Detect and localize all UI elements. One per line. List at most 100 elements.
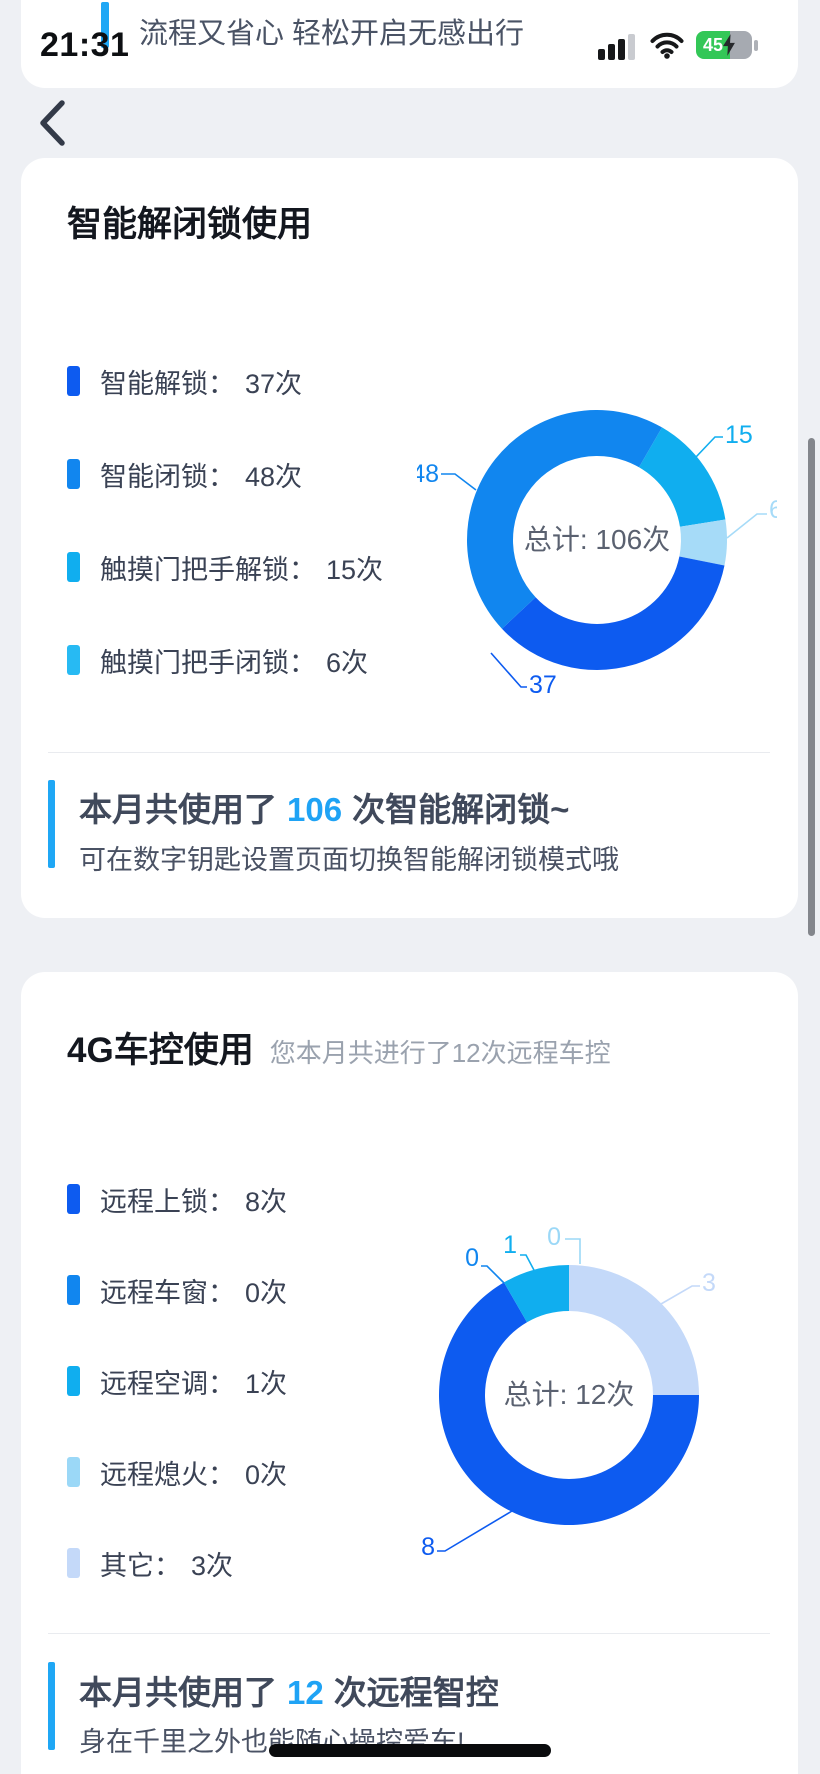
remote-control-usage-card: 4G车控使用 您本月共进行了12次远程车控 远程上锁： 8次 远程车窗： 0次 远程空调… (21, 972, 798, 1774)
summary-suffix: 次智能解闭锁~ (352, 791, 570, 828)
legend-count: 15次 (326, 554, 384, 585)
legend-label: 触摸门把手解锁： (100, 554, 316, 585)
charging-bolt-icon (723, 34, 735, 56)
legend-marker (67, 1548, 80, 1578)
slice-value-label-智能闭锁: 48 (417, 460, 439, 488)
legend-marker (67, 459, 80, 489)
legend-count: 0次 (245, 1277, 288, 1308)
legend-item: 远程熄火： 0次 (67, 1453, 287, 1491)
label-leader-line (520, 1254, 536, 1273)
donut1-center-label: 总计: 106次 (524, 524, 670, 555)
legend-item: 远程空调： 1次 (67, 1362, 287, 1400)
card2-summary-accent-bar (48, 1662, 55, 1750)
legend-label: 远程车窗： (100, 1277, 235, 1308)
legend-marker (67, 1366, 80, 1396)
battery-icon: 45 (696, 31, 758, 59)
slice-value-label-远程熄火: 0 (547, 1223, 561, 1251)
legend-label: 触摸门把手闭锁： (100, 647, 316, 678)
card1-summary-title: 本月共使用了 106 次智能解闭锁~ (79, 783, 569, 831)
legend-count: 48次 (245, 461, 303, 492)
legend-label: 其它： (100, 1550, 181, 1581)
legend-marker (67, 366, 80, 396)
legend-item: 智能解锁： 37次 (67, 362, 383, 400)
card2-summary-title: 本月共使用了 12 次远程智控 (79, 1666, 499, 1714)
legend-marker (67, 1457, 80, 1487)
wifi-icon (650, 32, 684, 59)
label-leader-line (437, 1510, 513, 1552)
donut-slice-远程空调 (504, 1265, 569, 1323)
card1-summary-accent-bar (48, 780, 55, 868)
donut-slice-触摸门把手闭锁 (679, 519, 727, 566)
card2-legend: 远程上锁： 8次 远程车窗： 0次 远程空调： 1次 远程熄火： 0次 其它： 3次 (67, 1180, 287, 1582)
donut2-center-label: 总计: 12次 (504, 1379, 635, 1410)
summary-prefix: 本月共使用了 (79, 1674, 277, 1711)
card1-summary-note: 可在数字钥匙设置页面切换智能解闭锁模式哦 (79, 845, 619, 875)
legend-count: 3次 (191, 1550, 234, 1581)
legend-item: 触摸门把手解锁： 15次 (67, 548, 383, 586)
donut-slice-触摸门把手解锁 (639, 427, 726, 527)
label-leader-line (441, 473, 477, 491)
banner-accent-bar (101, 2, 109, 48)
legend-count: 1次 (245, 1368, 288, 1399)
legend-item: 智能闭锁： 48次 (67, 455, 383, 493)
card2-divider (48, 1633, 770, 1634)
slice-value-label-远程车窗: 0 (465, 1244, 479, 1272)
legend-item: 触摸门把手闭锁： 6次 (67, 641, 383, 679)
chevron-left-icon (40, 100, 65, 146)
summary-highlight: 12 (287, 1674, 324, 1711)
legend-count: 37次 (245, 368, 303, 399)
label-leader-line (726, 513, 767, 539)
slice-value-label-智能解锁: 37 (529, 671, 557, 699)
summary-highlight: 106 (287, 791, 343, 828)
banner-text: 流程又省心 轻松开启无感出行 (139, 18, 525, 50)
legend-count: 0次 (245, 1459, 288, 1490)
home-indicator[interactable] (269, 1744, 551, 1757)
donut-slice-其它 (569, 1265, 699, 1395)
label-leader-line (565, 1238, 581, 1264)
legend-marker (67, 1184, 80, 1214)
card1-legend: 智能解锁： 37次智能闭锁： 48次触摸门把手解锁： 15次触摸门把手闭锁： 6次 (67, 362, 383, 679)
remote-control-donut-chart: 0 1 038 总计: 12次 (421, 1223, 716, 1561)
legend-marker (67, 645, 80, 675)
status-icons: 45 (598, 30, 758, 60)
status-time: 21:31 (40, 26, 130, 64)
summary-prefix: 本月共使用了 (79, 791, 277, 828)
donut-slice-远程上锁 (439, 1282, 699, 1525)
label-leader-line (660, 1285, 700, 1305)
battery-cap (754, 40, 758, 51)
card2-title-row: 4G车控使用 您本月共进行了12次远程车控 (67, 1022, 611, 1073)
donut-slice-智能解锁 (501, 556, 725, 670)
slice-value-label-远程上锁: 8 (421, 1533, 435, 1561)
back-button[interactable] (34, 98, 70, 148)
label-leader-line (695, 436, 723, 458)
smart-lock-usage-card: 智能解闭锁使用 智能解锁： 37次 智能闭锁： 48次 触摸门把手解锁： 15次 触摸门把手… (21, 158, 798, 918)
scrollbar-thumb[interactable] (808, 438, 815, 936)
signal-strength-icon (598, 34, 635, 60)
card1-divider (48, 752, 770, 753)
legend-marker (67, 552, 80, 582)
label-leader-line (481, 1265, 505, 1284)
legend-count: 8次 (245, 1186, 288, 1217)
legend-label: 远程空调： (100, 1368, 235, 1399)
card2-subtitle: 您本月共进行了12次远程车控 (269, 1038, 611, 1068)
battery-empty-section (730, 31, 752, 59)
smart-lock-donut-chart: 48 15 6 37 总计: 106次 (417, 409, 777, 699)
slice-value-label-触摸门把手解锁: 15 (725, 421, 753, 449)
legend-label: 远程上锁： (100, 1186, 235, 1217)
legend-item: 远程上锁： 8次 (67, 1180, 287, 1218)
legend-label: 远程熄火： (100, 1459, 235, 1490)
legend-count: 6次 (326, 647, 369, 678)
legend-item: 其它： 3次 (67, 1544, 287, 1582)
legend-label: 智能闭锁： (100, 461, 235, 492)
donut-slice-智能闭锁 (466, 409, 662, 629)
label-leader-line (490, 652, 527, 688)
legend-item: 远程车窗： 0次 (67, 1271, 287, 1309)
legend-marker (67, 1275, 80, 1305)
slice-value-label-触摸门把手闭锁: 6 (769, 496, 777, 524)
slice-value-label-其它: 3 (702, 1269, 716, 1297)
legend-label: 智能解锁： (100, 368, 235, 399)
slice-value-label-远程空调: 1 (503, 1231, 517, 1259)
card2-title: 4G车控使用 (67, 1031, 254, 1070)
summary-suffix: 次远程智控 (333, 1674, 499, 1711)
